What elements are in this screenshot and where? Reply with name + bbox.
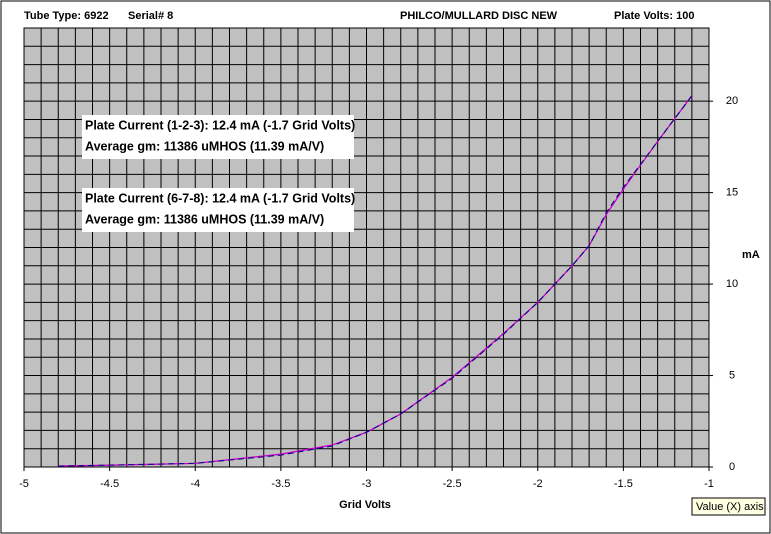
- x-tick-label: -2: [533, 478, 543, 490]
- tooltip-box: [691, 497, 766, 516]
- y-tick-label: 5: [729, 369, 735, 381]
- x-tick-label: -1.5: [614, 478, 633, 490]
- tooltip: Value (X) axis: [696, 501, 764, 513]
- y-tick-label: 20: [726, 95, 738, 107]
- annotation-text: Plate Current (1-2-3): 12.4 mA (-1.7 Gri…: [85, 118, 355, 132]
- x-tick-label: -3: [362, 478, 372, 490]
- annotation-text: Average gm: 11386 uMHOS (11.39 mA/V): [85, 212, 324, 226]
- x-tick-label: -3.5: [271, 478, 290, 490]
- tube-type: Tube Type: 6922: [24, 10, 109, 22]
- plate-volts: Plate Volts: 100: [614, 10, 695, 22]
- x-tick-label: -1: [704, 478, 714, 490]
- annotation-box: [82, 115, 354, 159]
- annotation-box: [82, 188, 354, 232]
- x-tick-label: -2.5: [443, 478, 462, 490]
- x-tick-label: -4.5: [100, 478, 119, 490]
- series-line: [58, 95, 693, 467]
- x-tick-label: -5: [19, 478, 29, 490]
- y-tick-label: 15: [726, 187, 738, 199]
- x-tick-label: -4: [190, 478, 200, 490]
- y-tick-label: 0: [729, 461, 735, 473]
- x-axis-label: Grid Volts: [339, 499, 391, 511]
- y-axis-label: mA: [742, 249, 760, 261]
- y-tick-label: 10: [726, 278, 738, 290]
- annotation-text: Plate Current (6-7-8): 12.4 mA (-1.7 Gri…: [85, 191, 355, 205]
- serial: Serial# 8: [128, 10, 173, 22]
- chart-title: PHILCO/MULLARD DISC NEW: [400, 10, 558, 22]
- annotation-text: Average gm: 11386 uMHOS (11.39 mA/V): [85, 139, 324, 153]
